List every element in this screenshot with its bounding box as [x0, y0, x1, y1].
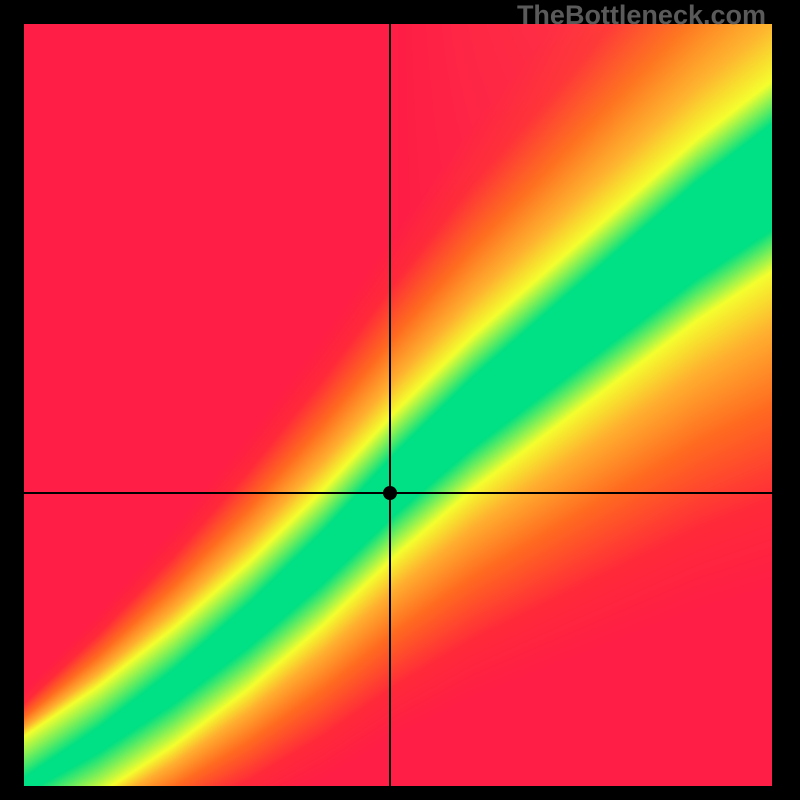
selected-point-marker [383, 486, 397, 500]
crosshair-vertical [389, 24, 391, 786]
heatmap-canvas [24, 24, 772, 786]
watermark-text: TheBottleneck.com [517, 0, 766, 31]
crosshair-horizontal [24, 492, 772, 494]
